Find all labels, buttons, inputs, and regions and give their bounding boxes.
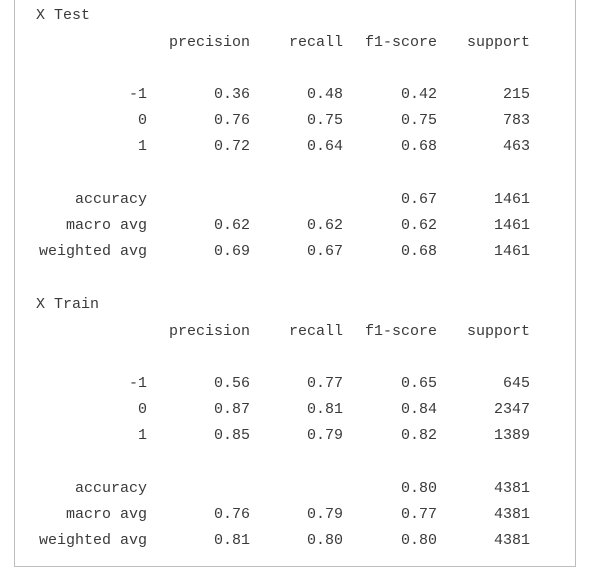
row-label: 1 (137, 427, 147, 444)
metric-cell: 2347 (493, 401, 530, 418)
metric-cell: 4381 (493, 480, 530, 497)
metric-cell: 0.62 (400, 217, 437, 234)
row-label: -1 (128, 375, 147, 392)
column-header: support (466, 34, 530, 51)
metric-cell: 0.80 (306, 532, 343, 549)
metric-cell: 0.36 (213, 86, 250, 103)
metric-cell: 0.62 (213, 217, 250, 234)
metric-cell: 0.67 (306, 243, 343, 260)
metric-cell: 0.85 (213, 427, 250, 444)
row-label: weighted avg (38, 532, 147, 549)
row-label: accuracy (74, 191, 147, 208)
metric-cell: 1461 (493, 191, 530, 208)
row-label: 0 (137, 401, 147, 418)
metric-cell: 0.64 (306, 138, 343, 155)
metric-cell: 0.72 (213, 138, 250, 155)
metric-cell: 645 (502, 375, 530, 392)
metric-cell: 0.48 (306, 86, 343, 103)
metric-cell: 0.62 (306, 217, 343, 234)
metric-cell: 0.67 (400, 191, 437, 208)
metric-cell: 0.80 (400, 532, 437, 549)
column-header: f1-score (364, 34, 437, 51)
row-label: 1 (137, 138, 147, 155)
metric-cell: 4381 (493, 532, 530, 549)
metric-cell: 0.68 (400, 243, 437, 260)
metric-cell: 0.87 (213, 401, 250, 418)
metric-cell: 0.82 (400, 427, 437, 444)
column-header: recall (288, 323, 343, 340)
column-header: support (466, 323, 530, 340)
column-header: precision (168, 323, 250, 340)
row-label: macro avg (65, 217, 147, 234)
metric-cell: 0.75 (306, 112, 343, 129)
metric-cell: 783 (502, 112, 530, 129)
metric-cell: 0.77 (400, 506, 437, 523)
metric-cell: 0.81 (306, 401, 343, 418)
row-label: 0 (137, 112, 147, 129)
report-title: X Train (36, 296, 100, 313)
column-header: precision (168, 34, 250, 51)
metric-cell: 0.42 (400, 86, 437, 103)
metric-cell: 0.56 (213, 375, 250, 392)
metric-cell: 1461 (493, 243, 530, 260)
metric-cell: 0.68 (400, 138, 437, 155)
output-frame (14, 0, 576, 567)
metric-cell: 0.76 (213, 112, 250, 129)
metric-cell: 0.79 (306, 427, 343, 444)
metric-cell: 1461 (493, 217, 530, 234)
metric-cell: 0.79 (306, 506, 343, 523)
metric-cell: 0.69 (213, 243, 250, 260)
metric-cell: 1389 (493, 427, 530, 444)
metric-cell: 0.81 (213, 532, 250, 549)
column-header: recall (288, 34, 343, 51)
row-label: -1 (128, 86, 147, 103)
metric-cell: 4381 (493, 506, 530, 523)
metric-cell: 0.84 (400, 401, 437, 418)
column-header: f1-score (364, 323, 437, 340)
metric-cell: 0.77 (306, 375, 343, 392)
row-label: accuracy (74, 480, 147, 497)
metric-cell: 463 (502, 138, 530, 155)
row-label: weighted avg (38, 243, 147, 260)
metric-cell: 0.76 (213, 506, 250, 523)
metric-cell: 0.75 (400, 112, 437, 129)
metric-cell: 0.80 (400, 480, 437, 497)
report-title: X Test (36, 7, 91, 24)
row-label: macro avg (65, 506, 147, 523)
metric-cell: 0.65 (400, 375, 437, 392)
metric-cell: 215 (502, 86, 530, 103)
